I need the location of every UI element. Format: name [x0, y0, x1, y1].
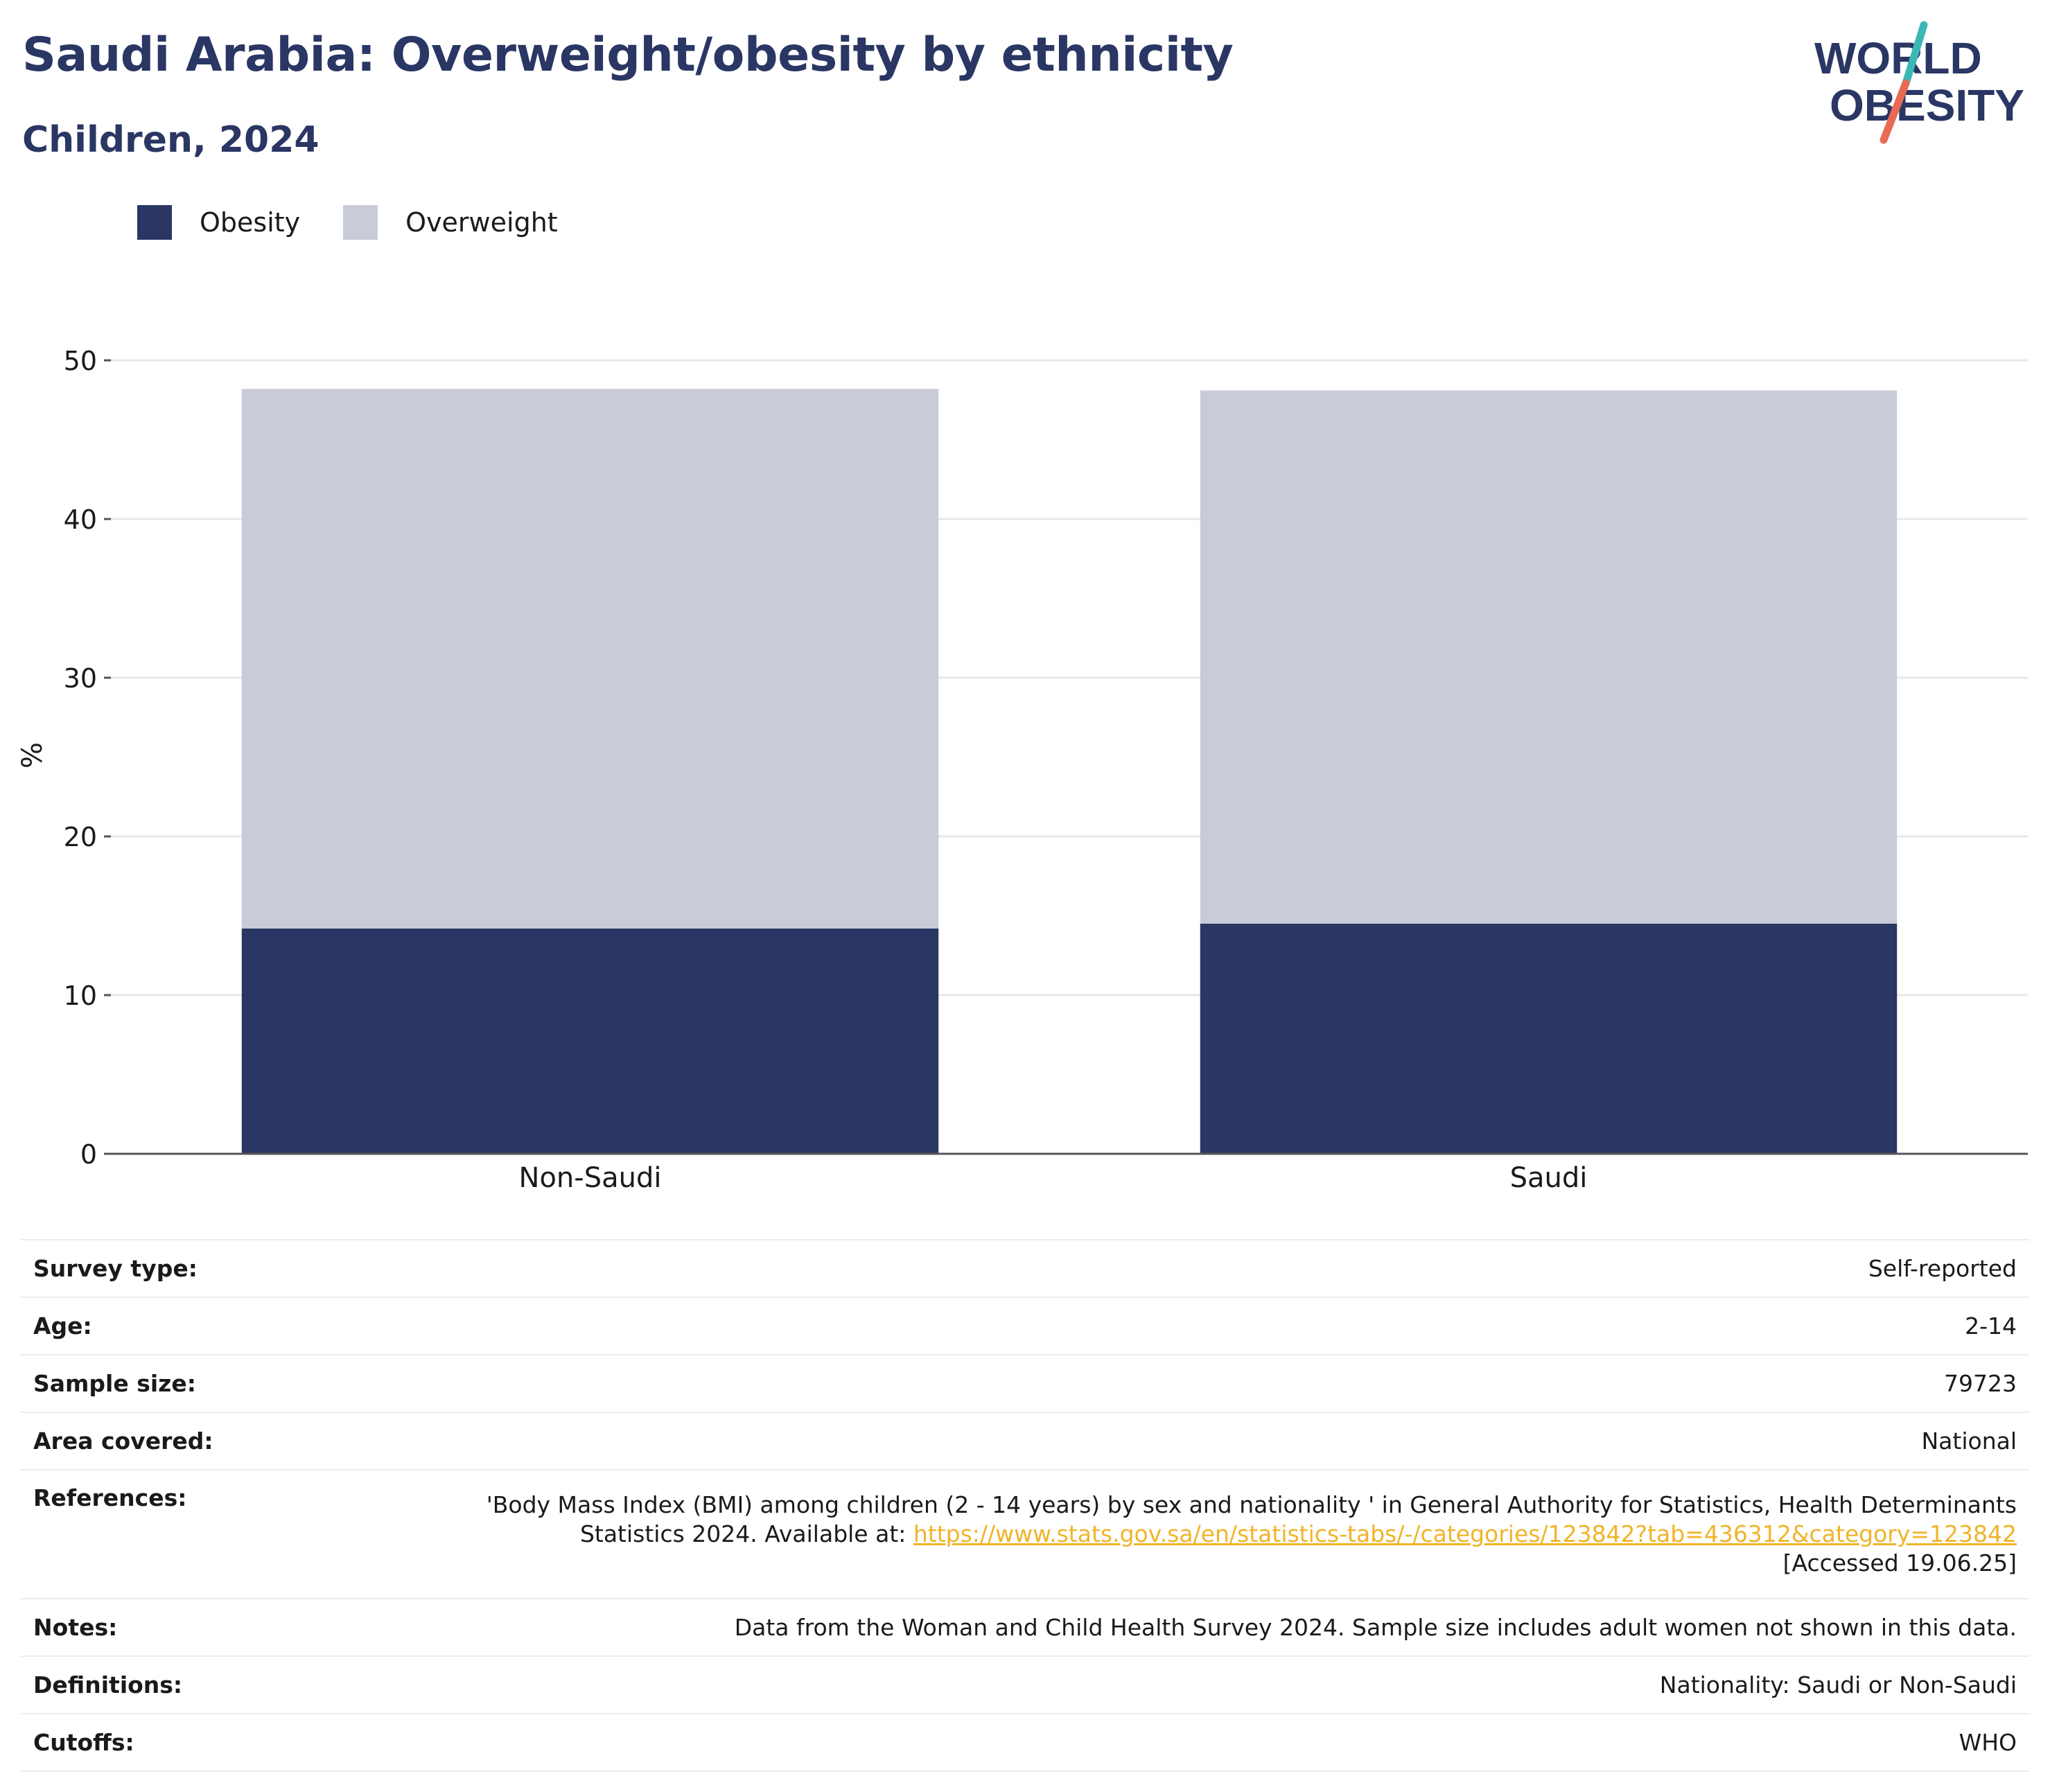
chart-subtitle: Children, 2024 [22, 119, 319, 161]
logo-slash-bottom [1880, 79, 1910, 144]
legend-item-overweight[interactable]: Overweight [343, 205, 558, 240]
logo-line2: OBESITY [1830, 80, 2024, 130]
bar-overweight-non-saudi[interactable] [241, 389, 939, 929]
info-label: Area covered: [33, 1428, 213, 1455]
info-value: Data from the Woman and Child Health Sur… [734, 1613, 2017, 1641]
info-value: 79723 [1944, 1369, 2017, 1397]
info-row-cutoffs: Cutoffs: WHO [21, 1714, 2029, 1771]
world-obesity-logo: WORLD OBESITY [1814, 21, 2024, 144]
info-label: Survey type: [33, 1255, 198, 1282]
info-label: Definitions: [33, 1671, 183, 1698]
info-label: Sample size: [33, 1370, 196, 1397]
legend-item-obesity[interactable]: Obesity [137, 205, 300, 240]
info-value-references: 'Body Mass Index (BMI) among children (2… [392, 1470, 2029, 1599]
bar-obesity-non-saudi[interactable] [241, 928, 939, 1154]
info-label: Cutoffs: [33, 1729, 134, 1756]
legend-swatch-overweight [343, 205, 378, 240]
chart-title: Saudi Arabia: Overweight/obesity by ethn… [22, 28, 1234, 82]
x-tick-label: Saudi [1510, 1162, 1588, 1194]
reference-line1: 'Body Mass Index (BMI) among children (2… [486, 1491, 2017, 1518]
reference-link[interactable]: https://www.stats.gov.sa/en/statistics-t… [913, 1520, 2017, 1547]
y-tick-label: 0 [80, 1139, 97, 1170]
info-value: Nationality: Saudi or Non-Saudi [1659, 1671, 2017, 1698]
info-label: References: [33, 1484, 187, 1511]
info-row-definitions: Definitions: Nationality: Saudi or Non-Sa… [21, 1656, 2029, 1714]
info-label: Age: [33, 1312, 92, 1339]
info-row-notes: Notes: Data from the Woman and Child Heal… [21, 1599, 2029, 1656]
x-tick-label: Non-Saudi [519, 1162, 662, 1194]
survey-info-table: Survey type: Self-reported Age: 2-14 Sampl… [21, 1239, 2029, 1772]
y-axis-label: % [17, 742, 49, 768]
bar-overweight-saudi[interactable] [1200, 390, 1898, 924]
legend-label-obesity: Obesity [200, 207, 301, 238]
y-tick-label: 40 [64, 504, 97, 535]
info-row-area-covered: Area covered: National [21, 1412, 2029, 1470]
chart-bars [241, 389, 1898, 1154]
x-axis-ticks: Non-Saudi Saudi [519, 1162, 1588, 1194]
reference-available-at: Statistics 2024. Available at: [579, 1520, 913, 1547]
info-row-survey-type: Survey type: Self-reported [21, 1240, 2029, 1297]
info-row-references: References: 'Body Mass Index (BMI) among… [21, 1470, 2029, 1599]
stacked-bar-chart: 0 10 20 30 40 50 % Non-Saudi Saudi [17, 346, 2028, 1194]
legend-swatch-obesity [137, 205, 172, 240]
info-row-sample-size: Sample size: 79723 [21, 1355, 2029, 1412]
chart-legend: Obesity Overweight [137, 205, 601, 240]
y-tick-label: 10 [64, 981, 97, 1011]
info-row-age: Age: 2-14 [21, 1297, 2029, 1355]
bar-obesity-saudi[interactable] [1200, 923, 1898, 1154]
info-value: National [1921, 1427, 2017, 1455]
y-tick-label: 20 [64, 822, 97, 852]
legend-label-overweight: Overweight [405, 207, 558, 238]
info-label: Notes: [33, 1614, 118, 1641]
y-axis-ticks: 0 10 20 30 40 50 [64, 346, 111, 1170]
reference-accessed: [Accessed 19.06.25] [1782, 1549, 2017, 1576]
logo-line1: WORLD [1814, 33, 1982, 83]
info-value: 2-14 [1965, 1312, 2017, 1339]
reference-line2: Statistics 2024. Available at: https://w… [405, 1520, 2017, 1549]
info-value: Self-reported [1868, 1254, 2017, 1282]
y-tick-label: 30 [64, 663, 97, 694]
y-tick-label: 50 [64, 346, 97, 376]
info-value: WHO [1959, 1728, 2017, 1756]
logo-slash-top [1902, 21, 1928, 87]
